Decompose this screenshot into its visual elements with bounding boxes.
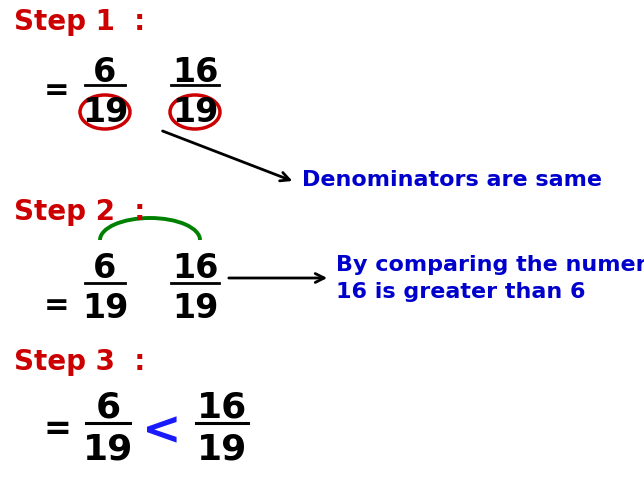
Text: 19: 19 xyxy=(172,292,218,325)
Text: 6: 6 xyxy=(93,252,117,285)
Text: =: = xyxy=(44,76,70,105)
Text: 16: 16 xyxy=(197,391,247,425)
Text: Step 2  :: Step 2 : xyxy=(14,198,146,226)
Text: =: = xyxy=(44,413,72,446)
Text: Denominators are same: Denominators are same xyxy=(302,170,602,190)
Text: 16: 16 xyxy=(172,56,218,89)
Text: 16: 16 xyxy=(172,252,218,285)
Text: Step 1  :: Step 1 : xyxy=(14,8,146,36)
Text: 16 is greater than 6: 16 is greater than 6 xyxy=(336,282,585,302)
Text: 19: 19 xyxy=(83,433,133,467)
Text: 6: 6 xyxy=(95,391,120,425)
Text: 19: 19 xyxy=(172,96,218,128)
Text: 6: 6 xyxy=(93,56,117,89)
Text: Step 3  :: Step 3 : xyxy=(14,348,146,376)
Text: 19: 19 xyxy=(82,292,128,325)
Text: =: = xyxy=(44,291,70,320)
Text: By comparing the numerators: By comparing the numerators xyxy=(336,255,644,275)
Text: <: < xyxy=(142,409,182,454)
Text: 19: 19 xyxy=(82,96,128,128)
Text: 19: 19 xyxy=(197,433,247,467)
